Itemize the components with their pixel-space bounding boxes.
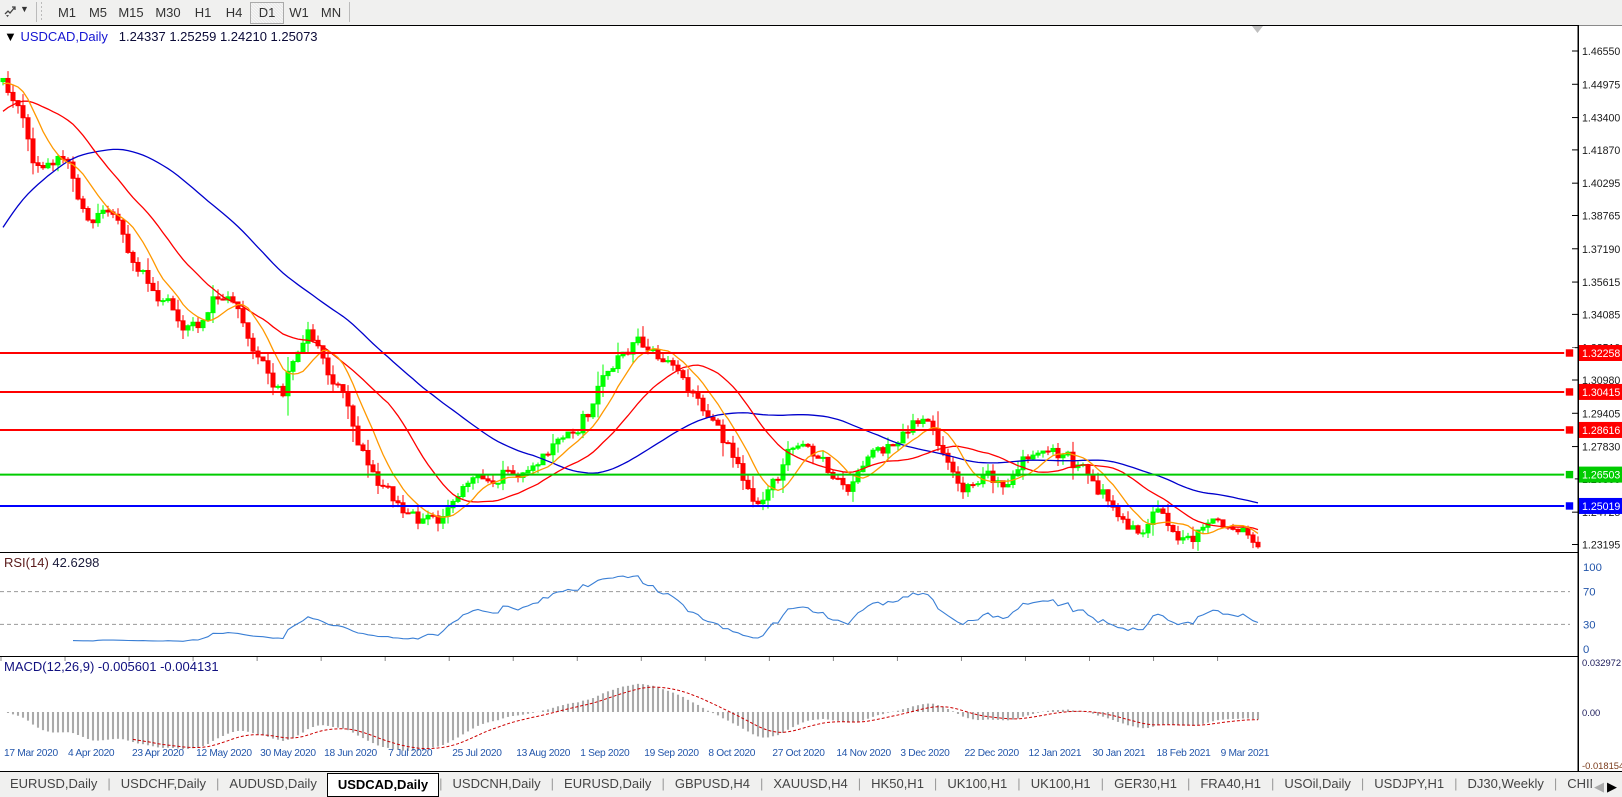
svg-text:1.32258: 1.32258	[1582, 348, 1620, 360]
svg-text:100: 100	[1583, 562, 1602, 574]
svg-text:13 Aug 2020: 13 Aug 2020	[516, 748, 571, 759]
svg-text:4 Apr 2020: 4 Apr 2020	[68, 748, 115, 759]
svg-text:1.26503: 1.26503	[1582, 470, 1620, 482]
svg-text:1.34085: 1.34085	[1582, 309, 1620, 321]
svg-text:3 Dec 2020: 3 Dec 2020	[900, 748, 950, 759]
svg-text:14 Nov 2020: 14 Nov 2020	[836, 748, 891, 759]
svg-text:0.032972: 0.032972	[1582, 657, 1621, 668]
svg-text:17 Mar 2020: 17 Mar 2020	[4, 748, 59, 759]
svg-text:1.46550: 1.46550	[1582, 46, 1620, 58]
svg-text:18 Feb 2021: 18 Feb 2021	[1157, 748, 1212, 759]
svg-text:0: 0	[1583, 644, 1589, 656]
svg-text:1.35615: 1.35615	[1582, 277, 1620, 289]
svg-text:8 Oct 2020: 8 Oct 2020	[708, 748, 755, 759]
svg-text:30: 30	[1583, 619, 1596, 631]
svg-text:1.28616: 1.28616	[1582, 425, 1620, 437]
svg-text:1.23195: 1.23195	[1582, 540, 1620, 552]
svg-text:1.44975: 1.44975	[1582, 79, 1620, 91]
svg-text:1 Sep 2020: 1 Sep 2020	[580, 748, 630, 759]
svg-text:23 Apr 2020: 23 Apr 2020	[132, 748, 184, 759]
svg-text:22 Dec 2020: 22 Dec 2020	[964, 748, 1019, 759]
svg-text:30 May 2020: 30 May 2020	[260, 748, 316, 759]
svg-text:30 Jan 2021: 30 Jan 2021	[1093, 748, 1146, 759]
svg-text:1.25019: 1.25019	[1582, 501, 1620, 513]
svg-text:1.30415: 1.30415	[1582, 387, 1620, 399]
svg-text:25 Jul 2020: 25 Jul 2020	[452, 748, 502, 759]
svg-text:1.29405: 1.29405	[1582, 408, 1620, 420]
svg-text:1.40295: 1.40295	[1582, 178, 1620, 190]
svg-text:1.38765: 1.38765	[1582, 211, 1620, 223]
svg-text:70: 70	[1583, 587, 1596, 599]
svg-text:-0.018154: -0.018154	[1582, 760, 1622, 771]
svg-text:1.43400: 1.43400	[1582, 113, 1620, 125]
svg-text:19 Sep 2020: 19 Sep 2020	[644, 748, 699, 759]
svg-text:9 Mar 2021: 9 Mar 2021	[1221, 748, 1270, 759]
svg-text:7 Jul 2020: 7 Jul 2020	[388, 748, 433, 759]
svg-text:18 Jun 2020: 18 Jun 2020	[324, 748, 377, 759]
svg-text:27 Oct 2020: 27 Oct 2020	[772, 748, 825, 759]
svg-text:12 Jan 2021: 12 Jan 2021	[1028, 748, 1081, 759]
svg-text:0.00: 0.00	[1582, 707, 1600, 718]
svg-text:1.27830: 1.27830	[1582, 442, 1620, 454]
svg-text:1.37190: 1.37190	[1582, 244, 1620, 256]
svg-text:1.41870: 1.41870	[1582, 145, 1620, 157]
svg-text:12 May 2020: 12 May 2020	[196, 748, 252, 759]
